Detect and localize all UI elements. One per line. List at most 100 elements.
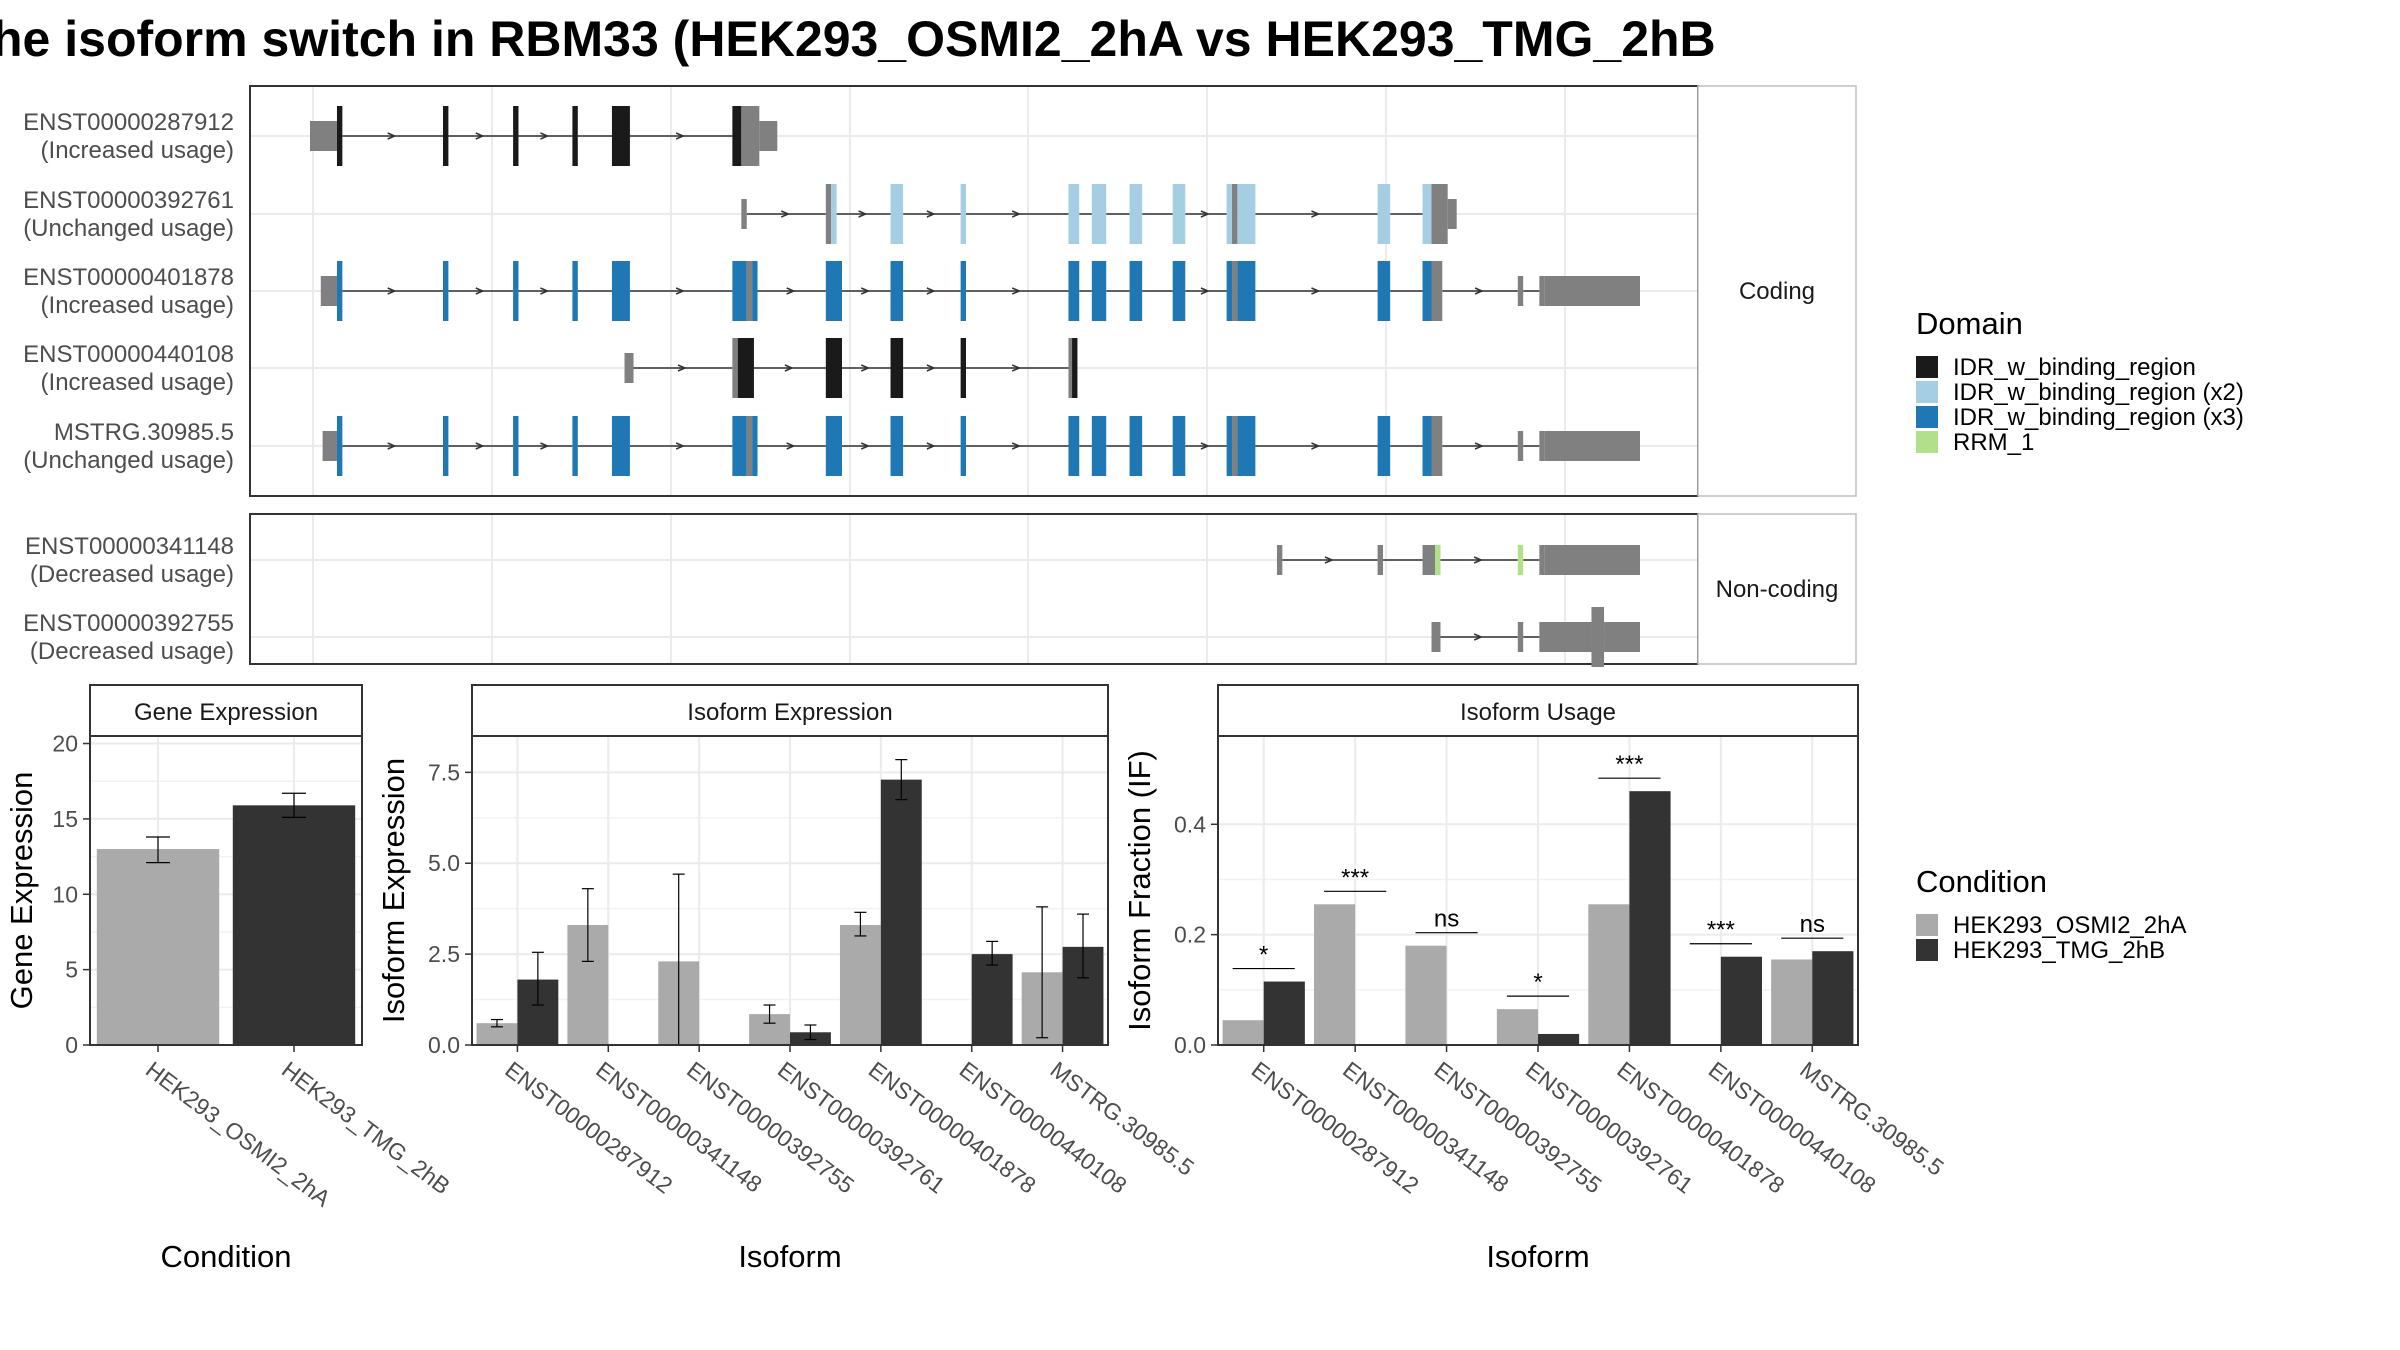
bar-hek293-tmg-2hb (880, 779, 922, 1045)
transcript-usage-label: (Increased usage) (41, 137, 234, 164)
transcript-usage-label: (Unchanged usage) (23, 215, 234, 242)
legend-panel: DomainIDR_w_binding_regionIDR_w_binding_… (1916, 306, 2244, 964)
exon-coding (572, 261, 578, 321)
exon-coding (1422, 261, 1432, 321)
exon-coding (1068, 416, 1080, 476)
chart-title: Gene Expression (134, 699, 318, 726)
exon-coding (443, 416, 449, 476)
exon-coding (752, 261, 758, 321)
transcript-id-label: ENST00000440108 (23, 341, 234, 368)
y-tick-label: 0.4 (1174, 811, 1206, 837)
domain-legend-item: RRM_1 (1916, 429, 2034, 456)
intron-direction-arrow (1473, 633, 1484, 641)
intron-direction-arrow (1474, 287, 1484, 295)
intron-direction-arrow (675, 287, 686, 295)
intron-direction-arrow (475, 132, 485, 140)
exon-coding (572, 416, 578, 476)
bar-hek293-tmg-2hb (1812, 951, 1854, 1045)
exon-coding (443, 261, 449, 321)
x-tick-label: ENST00000392755 (1430, 1056, 1607, 1198)
transcript-usage-label: (Decreased usage) (30, 561, 234, 588)
legend-label: HEK293_OSMI2_2hA (1953, 912, 2186, 939)
legend-key (1916, 914, 1938, 936)
x-tick-label: ENST00000341148 (591, 1056, 767, 1197)
y-tick-label: 0 (65, 1032, 78, 1058)
condition-legend-title: Condition (1916, 864, 2047, 899)
exon-coding (572, 106, 578, 166)
bar-hek293-tmg-2hb (1263, 981, 1305, 1045)
exon-coding (1129, 261, 1143, 321)
transcript-enst00000401878: ENST00000401878(Increased usage) (23, 261, 1640, 321)
intron-direction-arrow (926, 287, 936, 295)
facet-strip-label: Non-coding (1716, 576, 1839, 603)
domain-legend-title: Domain (1916, 306, 2023, 341)
intron-direction-arrow (1311, 442, 1321, 450)
bar-hek293-osmi2-2ha (839, 925, 881, 1045)
intron-direction-arrow (387, 132, 397, 140)
domain-legend-item: IDR_w_binding_region (x2) (1916, 379, 2244, 406)
x-tick-label: ENST00000392761 (773, 1056, 950, 1198)
bar-hek293-tmg-2hb (1720, 956, 1762, 1045)
intron-direction-arrow (858, 210, 868, 218)
chart-isoform-expression: Isoform Expression 0.0 2.5 5.0 7.5 ENST000002… (376, 684, 1199, 1274)
exon-coding (1431, 184, 1448, 244)
exon-coding (746, 261, 753, 321)
y-tick-label: 2.5 (428, 941, 460, 967)
legend-key (1916, 356, 1938, 378)
intron-direction-arrow (1011, 210, 1022, 218)
transcript-enst00000392761: ENST00000392761(Unchanged usage) (23, 184, 1457, 244)
transcript-enst00000341148: ENST00000341148(Decreased usage) (25, 533, 1640, 588)
intron-direction-arrow (926, 442, 936, 450)
exon-utr (320, 276, 337, 306)
intron-direction-arrow (1200, 287, 1210, 295)
intron-direction-arrow (475, 287, 485, 295)
x-tick-label: ENST00000287912 (500, 1056, 677, 1198)
transcript-id-label: ENST00000287912 (23, 109, 234, 136)
exon-coding (1226, 261, 1233, 321)
intron-direction-arrow (1011, 442, 1022, 450)
x-tick-label: ENST00000341148 (1338, 1056, 1514, 1197)
exon-utr (1517, 545, 1524, 575)
y-tick-label: 15 (52, 806, 78, 832)
y-tick-label: 5.0 (428, 850, 460, 876)
facet-strip-label: Coding (1739, 278, 1815, 305)
significance-label: * (1533, 969, 1542, 996)
structure-facet-non-coding: Non-coding ENST00000341148(Decreased usag… (23, 513, 1857, 667)
exon-coding (611, 261, 630, 321)
figure-title: he isoform switch in RBM33 (HEK293_OSMI2… (0, 11, 1716, 67)
significance-label: * (1259, 942, 1268, 969)
intron-direction-arrow (1324, 556, 1334, 564)
exon-coding (611, 416, 630, 476)
exon-coding (1431, 416, 1443, 476)
intron-direction-arrow (677, 364, 687, 372)
exon-utr (741, 199, 747, 229)
intron-direction-arrow (387, 287, 397, 295)
exon-coding (1172, 261, 1186, 321)
transcript-enst00000392755: ENST00000392755(Decreased usage) (23, 607, 1640, 667)
intron-direction-arrow (540, 442, 550, 450)
bar-hek293-tmg-2hb (1538, 1033, 1580, 1045)
bar-hek293-osmi2-2ha (1771, 959, 1813, 1045)
exon-utr (624, 353, 634, 383)
exon-coding (890, 338, 904, 398)
exon-utr (759, 121, 778, 151)
exon-coding (1226, 184, 1233, 244)
exon-coding (825, 416, 842, 476)
exon-coding (513, 261, 519, 321)
x-axis-label: Condition (161, 1239, 292, 1274)
exon-coding (1237, 261, 1256, 321)
exon-coding (1129, 184, 1143, 244)
exon-coding (960, 338, 967, 398)
exon-coding (513, 416, 519, 476)
significance-label: ns (1434, 906, 1459, 933)
transcript-usage-label: (Increased usage) (41, 369, 234, 396)
exon-utr (1544, 545, 1640, 575)
chart-title: Isoform Expression (687, 699, 892, 726)
exon-coding (1068, 261, 1080, 321)
exon-coding (732, 261, 747, 321)
facet-strip (1217, 684, 1859, 737)
intron-direction-arrow (475, 442, 485, 450)
significance-label: *** (1341, 864, 1369, 891)
exon-utr (1517, 622, 1524, 652)
